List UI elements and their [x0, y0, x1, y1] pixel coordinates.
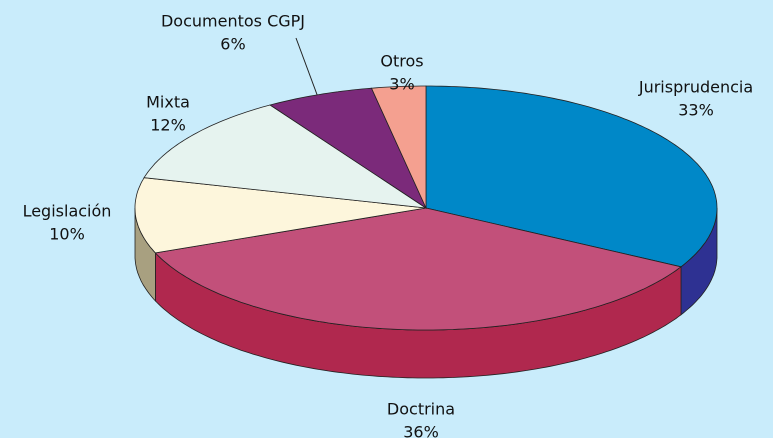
slice-value-label: 3%: [389, 75, 414, 94]
slice-label: Documentos CGPJ: [161, 12, 305, 31]
slice-label: Jurisprudencia: [638, 78, 753, 97]
slice-label: Doctrina: [387, 400, 455, 419]
slice: [370, 85, 427, 209]
slice: [269, 87, 427, 210]
slice-label: Mixta: [146, 93, 190, 112]
slice-value-label: 12%: [150, 116, 186, 135]
slice: [143, 104, 427, 209]
slice-value-label: 6%: [220, 35, 245, 54]
slice-value-label: 33%: [678, 101, 714, 120]
slice: [134, 177, 427, 254]
slice-label: Legislación: [23, 202, 112, 221]
slice: [154, 207, 682, 331]
slice: [425, 85, 718, 268]
slice-value-label: 10%: [49, 225, 85, 244]
slice-value-label: 36%: [403, 423, 439, 438]
slice-label: Otros: [380, 52, 423, 71]
